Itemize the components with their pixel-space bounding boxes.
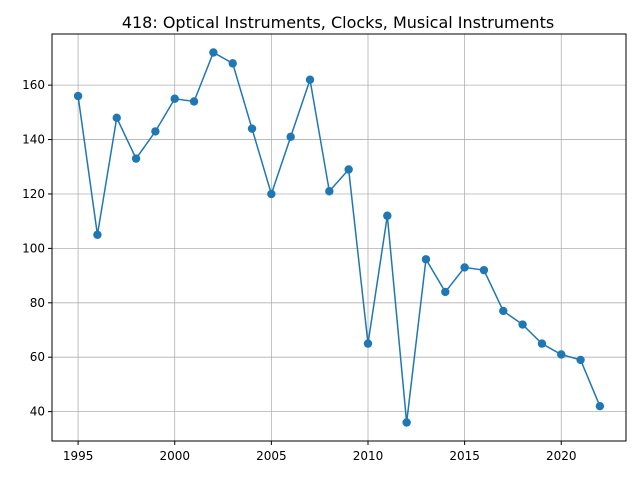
data-point [595, 401, 605, 411]
data-point [131, 154, 141, 163]
data-point [93, 230, 102, 239]
data-point [112, 113, 121, 122]
data-point [286, 132, 295, 142]
x-tick-label: 2000 [159, 449, 190, 463]
data-point [479, 265, 489, 275]
plot-frame [51, 33, 627, 442]
x-tick-label: 2010 [353, 449, 384, 463]
data-point [363, 339, 373, 348]
data-point [576, 355, 585, 365]
data-point [421, 255, 431, 264]
data-point [73, 91, 83, 101]
y-tick-label: 60 [30, 350, 45, 364]
y-tick-label: 140 [22, 133, 45, 147]
data-point [537, 339, 547, 348]
y-tick-label: 40 [30, 405, 45, 419]
chart-title: 418: Optical Instruments, Clocks, Musica… [122, 13, 554, 32]
x-tick-label: 2015 [449, 449, 480, 463]
series-path [77, 51, 601, 423]
axes: 1995 2000 2005 2010 2015 2020 40 60 80 100 120 140 1… [22, 33, 627, 463]
data-point [460, 263, 469, 272]
data-point [383, 211, 392, 220]
data-point [325, 187, 334, 196]
data-point [189, 97, 199, 106]
y-tick-label: 120 [22, 187, 45, 201]
data-point [305, 75, 315, 84]
data-point [557, 350, 566, 359]
data-point [228, 59, 237, 68]
data-point [441, 287, 450, 297]
data-point [344, 165, 353, 174]
y-tick-label: 160 [22, 78, 45, 92]
data-point [402, 418, 411, 427]
data-point [247, 124, 257, 133]
y-tick-label: 100 [22, 241, 45, 255]
y-tick-label: 80 [30, 296, 45, 310]
x-tick-label: 2020 [546, 449, 577, 463]
data-point [209, 48, 218, 57]
x-tick-label: 1995 [63, 449, 94, 463]
data-point [499, 306, 508, 316]
data-point [518, 320, 527, 329]
data-point [267, 189, 276, 199]
grid [52, 34, 626, 441]
data-point [151, 127, 160, 136]
data-point [170, 94, 179, 103]
series-line [73, 48, 605, 427]
x-tick-label: 2005 [256, 449, 287, 463]
